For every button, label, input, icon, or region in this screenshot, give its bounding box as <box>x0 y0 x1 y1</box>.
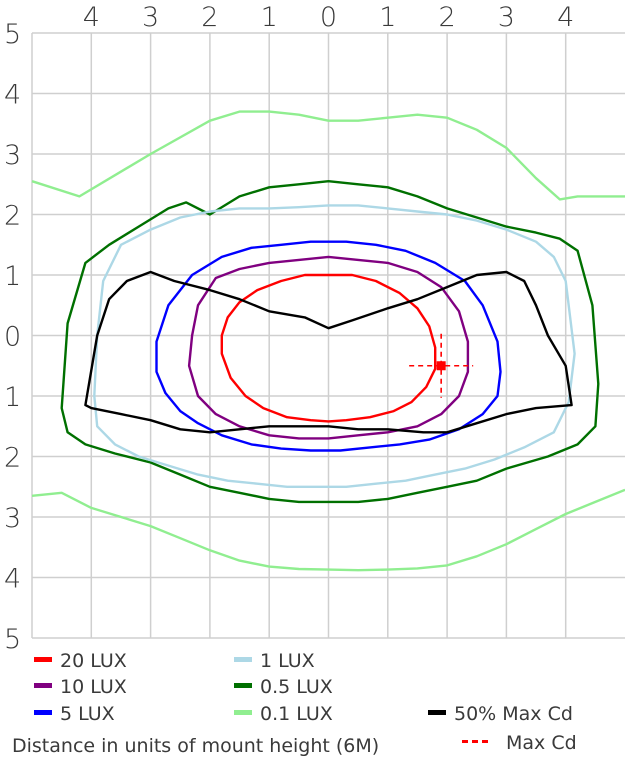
legend-swatch <box>472 740 478 743</box>
x-tick-label: 1 <box>379 2 396 33</box>
y-tick-label: 3 <box>4 140 21 171</box>
contour-0-1-lux <box>31 488 625 572</box>
legend-swatch <box>482 740 488 743</box>
legend-label: 5 LUX <box>60 703 115 725</box>
y-tick-label: 1 <box>4 261 21 292</box>
x-tick-label: 2 <box>201 2 218 33</box>
legend-label: 50% Max Cd <box>454 703 573 725</box>
contour-0-1-lux <box>31 110 625 201</box>
y-tick-label: 2 <box>4 201 21 232</box>
contour-20-lux <box>220 273 437 423</box>
x-axis-label: Distance in units of mount height (6M) <box>12 735 379 757</box>
x-tick-label: 0 <box>320 2 337 33</box>
legend-label: 0.1 LUX <box>260 703 333 725</box>
legend-label: Max Cd <box>506 732 577 754</box>
legend-label: 20 LUX <box>60 650 127 672</box>
max-cd-marker <box>436 361 446 371</box>
legend-swatch <box>462 740 468 743</box>
tick-labels: 4 3 2 1 0 1 2 3 4 5 4 3 2 1 0 1 2 3 4 5 <box>4 2 574 655</box>
legend-swatch <box>34 683 52 688</box>
legend-swatch <box>234 657 252 662</box>
legend-label: 1 LUX <box>260 650 315 672</box>
x-tick-label: 4 <box>557 2 574 33</box>
y-tick-label: 3 <box>4 503 21 534</box>
y-tick-label: 1 <box>4 382 21 413</box>
x-tick-label: 3 <box>142 2 159 33</box>
legend: 20 LUX 1 LUX 10 LUX 0.5 LUX 5 LUX 0.1 LUX 50% … <box>34 650 577 754</box>
y-tick-label: 4 <box>4 564 21 595</box>
legend-label: 0.5 LUX <box>260 676 333 698</box>
legend-swatch <box>234 683 252 688</box>
contour-1-lux <box>93 204 576 488</box>
legend-swatch <box>428 710 446 715</box>
plot-area <box>31 110 625 572</box>
x-tick-label: 4 <box>83 2 100 33</box>
contour-0-5-lux <box>60 180 600 504</box>
grid <box>31 32 625 639</box>
contour-5-lux <box>155 240 502 452</box>
contour-10-lux <box>187 255 470 440</box>
x-tick-label: 1 <box>261 2 278 33</box>
contour-50-max-cd <box>84 270 573 434</box>
x-tick-label: 2 <box>439 2 456 33</box>
legend-swatch <box>234 710 252 715</box>
y-tick-label: 2 <box>4 443 21 474</box>
y-tick-label: 5 <box>4 19 21 50</box>
x-tick-label: 3 <box>498 2 515 33</box>
y-tick-label: 5 <box>4 624 21 655</box>
y-tick-label: 4 <box>4 80 21 111</box>
legend-swatch <box>34 657 52 662</box>
y-tick-label: 0 <box>4 322 21 353</box>
legend-label: 10 LUX <box>60 676 127 698</box>
legend-swatch <box>34 710 52 715</box>
